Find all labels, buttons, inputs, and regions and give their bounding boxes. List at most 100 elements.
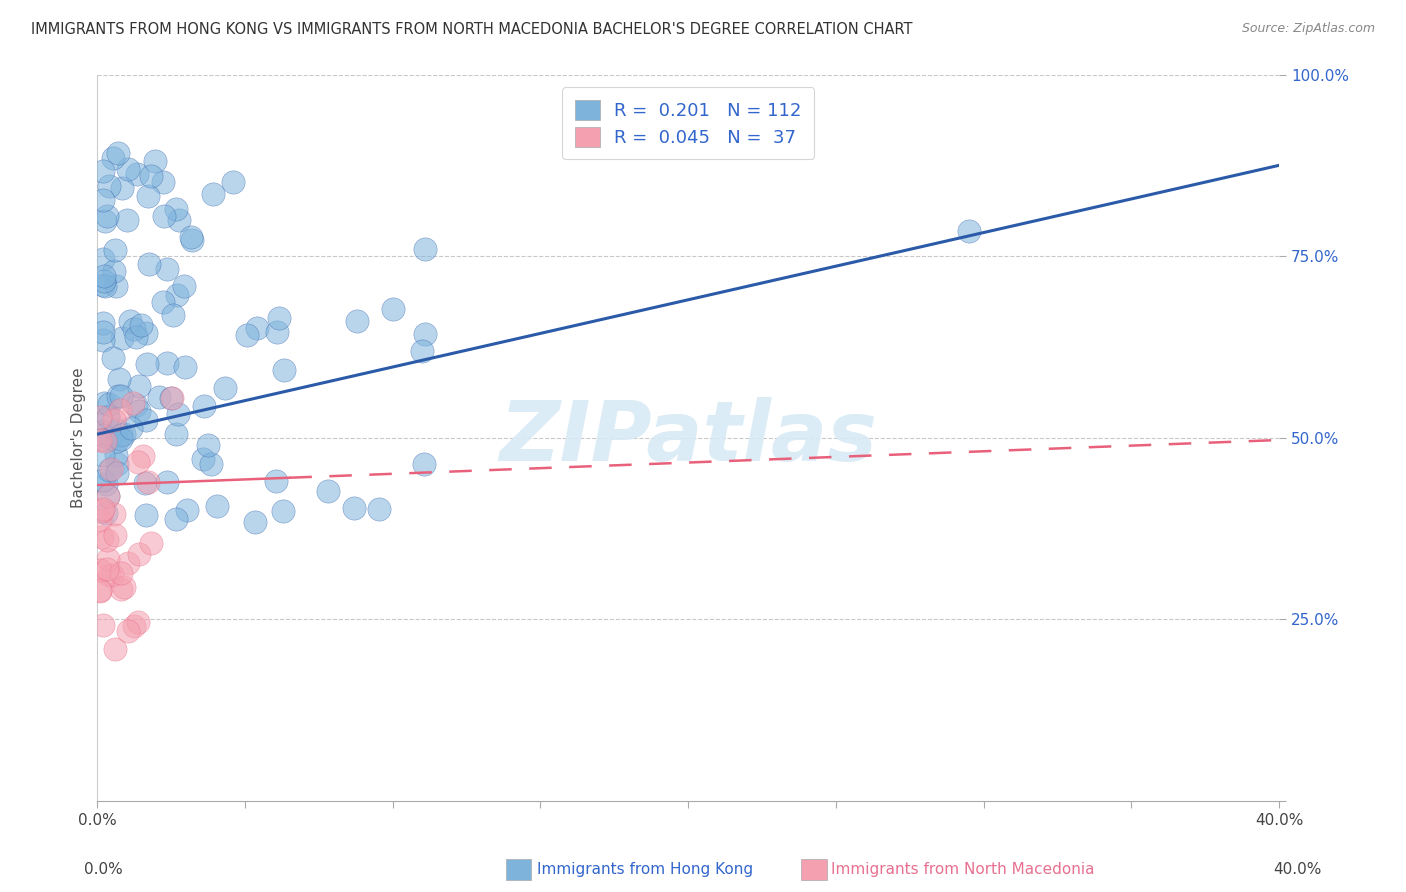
Point: [957, 224, 980, 238]
Point: [174, 360, 197, 375]
Point: [98, 567, 121, 582]
Point: [97, 489, 120, 503]
Legend: R =  0.201   N = 112, R =  0.045   N =  37: R = 0.201 N = 112, R = 0.045 N = 37: [562, 87, 814, 160]
Point: [143, 154, 166, 169]
Point: [94, 279, 117, 293]
Point: [91, 424, 114, 438]
Point: [135, 326, 157, 340]
Point: [103, 151, 125, 165]
Point: [98, 432, 121, 446]
Point: [91, 448, 114, 462]
Point: [122, 322, 145, 336]
Point: [105, 457, 128, 471]
Point: [89, 583, 111, 598]
Text: Source: ZipAtlas.com: Source: ZipAtlas.com: [1241, 22, 1375, 36]
Point: [181, 233, 204, 247]
Point: [264, 474, 287, 488]
Point: [101, 568, 124, 582]
Point: [105, 423, 128, 437]
Point: [180, 230, 202, 244]
Point: [96, 209, 118, 223]
Point: [104, 448, 127, 462]
Point: [89, 410, 111, 425]
Point: [152, 209, 174, 223]
Point: [96, 562, 118, 576]
Point: [97, 410, 120, 425]
Point: [90, 530, 112, 544]
Y-axis label: Bachelor's Degree: Bachelor's Degree: [72, 368, 86, 508]
Point: [222, 175, 245, 189]
Point: [267, 310, 290, 325]
Point: [120, 420, 142, 434]
Point: [104, 243, 127, 257]
Point: [110, 389, 132, 403]
Point: [125, 330, 148, 344]
Point: [167, 213, 190, 227]
Point: [103, 507, 125, 521]
Point: [148, 391, 170, 405]
Point: [128, 404, 150, 418]
Point: [117, 212, 139, 227]
Point: [89, 583, 111, 598]
Point: [200, 457, 222, 471]
Point: [160, 391, 183, 405]
Point: [104, 641, 127, 656]
Point: [127, 615, 149, 629]
Text: IMMIGRANTS FROM HONG KONG VS IMMIGRANTS FROM NORTH MACEDONIA BACHELOR'S DEGREE C: IMMIGRANTS FROM HONG KONG VS IMMIGRANTS …: [31, 22, 912, 37]
Point: [91, 252, 114, 267]
Point: [93, 396, 115, 410]
Point: [103, 351, 125, 366]
Point: [103, 264, 125, 278]
Point: [124, 619, 146, 633]
Point: [193, 399, 215, 413]
Text: ZIPatlas: ZIPatlas: [499, 397, 877, 478]
Point: [245, 516, 267, 530]
Point: [160, 391, 183, 405]
Point: [96, 533, 118, 547]
Text: 0.0%: 0.0%: [84, 863, 124, 877]
Point: [152, 294, 174, 309]
Point: [96, 506, 118, 520]
Point: [91, 193, 114, 207]
Point: [128, 547, 150, 561]
Point: [110, 181, 132, 195]
Point: [91, 504, 114, 518]
Text: 40.0%: 40.0%: [1274, 863, 1322, 877]
Point: [382, 302, 405, 317]
Point: [346, 314, 368, 328]
Point: [122, 396, 145, 410]
Point: [415, 327, 437, 342]
Point: [105, 466, 128, 480]
Point: [125, 398, 148, 412]
Point: [413, 457, 436, 471]
Point: [127, 455, 149, 469]
Point: [271, 504, 294, 518]
Point: [91, 502, 114, 516]
Point: [152, 175, 174, 189]
Point: [96, 477, 118, 491]
Point: [246, 320, 269, 334]
Text: Immigrants from North Macedonia: Immigrants from North Macedonia: [831, 863, 1094, 877]
Point: [91, 277, 114, 292]
Point: [112, 426, 135, 441]
Point: [105, 434, 128, 449]
Point: [128, 379, 150, 393]
Point: [91, 333, 114, 347]
Point: [94, 434, 117, 449]
Point: [273, 363, 295, 377]
Point: [266, 325, 288, 339]
Point: [103, 413, 125, 427]
Point: [165, 512, 187, 526]
Point: [316, 483, 339, 498]
Text: Immigrants from Hong Kong: Immigrants from Hong Kong: [537, 863, 754, 877]
Point: [166, 287, 188, 301]
Point: [132, 450, 155, 464]
Point: [343, 500, 366, 515]
Point: [156, 356, 179, 370]
Point: [139, 536, 162, 550]
Point: [117, 161, 139, 176]
Point: [413, 243, 436, 257]
Point: [156, 262, 179, 277]
Point: [117, 624, 139, 639]
Point: [141, 169, 163, 183]
